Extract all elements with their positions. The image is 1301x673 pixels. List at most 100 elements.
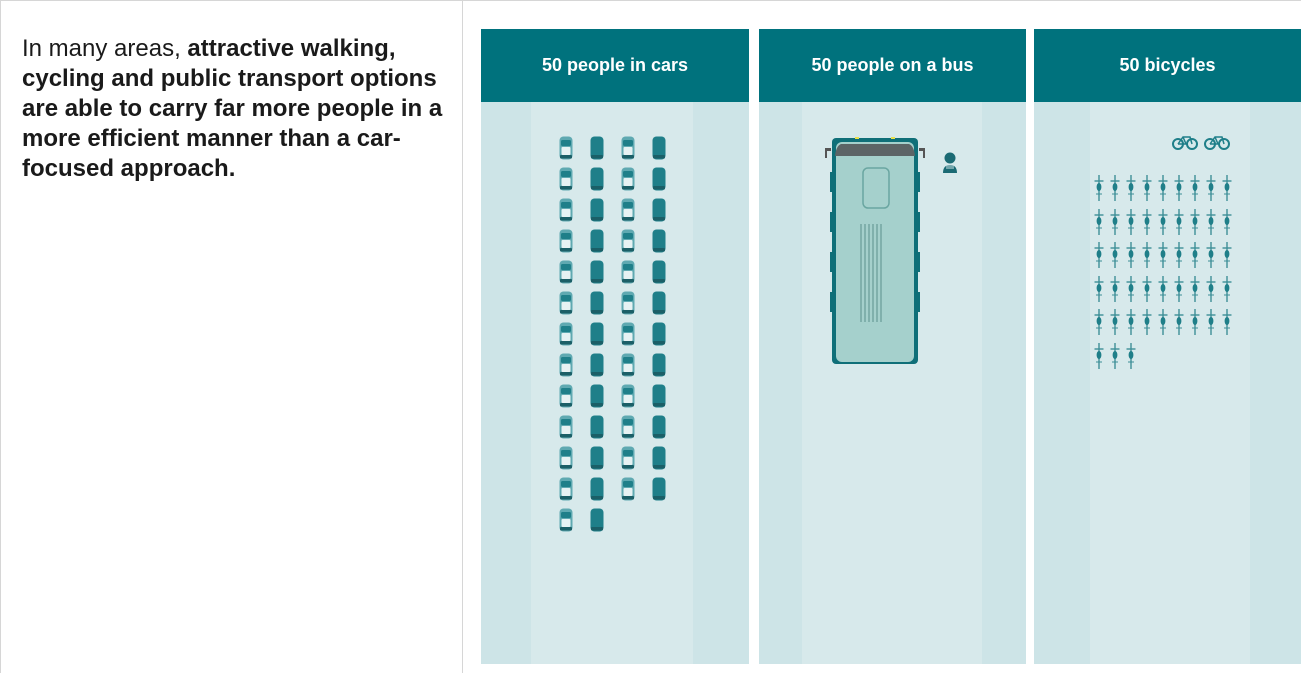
car-icon bbox=[652, 136, 666, 160]
car-icon bbox=[590, 415, 604, 439]
frame-left-border bbox=[0, 0, 1, 673]
car-icon bbox=[559, 136, 573, 160]
bicycle-top-icon bbox=[1190, 309, 1200, 336]
bicycle-top-icon bbox=[1206, 309, 1216, 336]
bicycle-top-icon bbox=[1206, 275, 1216, 302]
bicycle-top-icon bbox=[1222, 275, 1232, 302]
bicycle-side-icon bbox=[1172, 136, 1198, 150]
bicycle-top-icon bbox=[1222, 309, 1232, 336]
car-icon bbox=[621, 384, 635, 408]
bicycle-top-icon bbox=[1158, 275, 1168, 302]
bicycle-top-icon bbox=[1094, 342, 1104, 369]
panel-bus: 50 people on a bus bbox=[759, 29, 1026, 664]
panel-bike: 50 bicycles bbox=[1034, 29, 1301, 664]
car-icon bbox=[652, 446, 666, 470]
bicycle-top-icon bbox=[1158, 242, 1168, 269]
car-icon bbox=[652, 260, 666, 284]
car-icon bbox=[621, 477, 635, 501]
bicycle-top-icon bbox=[1206, 175, 1216, 201]
bicycle-top-icon bbox=[1142, 275, 1152, 302]
bicycle-side-icon bbox=[1204, 136, 1230, 150]
bicycle-top-icon bbox=[1110, 175, 1120, 201]
bicycle-top-icon bbox=[1206, 242, 1216, 269]
car-icon bbox=[621, 229, 635, 253]
description-intro: In many areas, bbox=[22, 35, 188, 62]
bicycle-top-icon bbox=[1206, 208, 1216, 235]
panel-title-bus: 50 people on a bus bbox=[759, 29, 1026, 102]
bicycle-top-icon bbox=[1110, 342, 1120, 369]
description-bold: attractive walking, cycling and public t… bbox=[22, 35, 443, 182]
bicycle-top-icon bbox=[1190, 275, 1200, 302]
panel-title-cars: 50 people in cars bbox=[481, 29, 749, 102]
car-icon bbox=[590, 291, 604, 315]
road-surface bbox=[531, 102, 693, 664]
person-icon bbox=[942, 151, 958, 180]
car-icon bbox=[559, 260, 573, 284]
bicycle-top-icon bbox=[1174, 175, 1184, 201]
bicycle-top-icon bbox=[1158, 175, 1168, 201]
car-icon bbox=[559, 229, 573, 253]
car-icon bbox=[559, 384, 573, 408]
car-icon bbox=[621, 446, 635, 470]
bicycle-top-icon bbox=[1174, 309, 1184, 336]
side-bicycles bbox=[1172, 134, 1230, 150]
car-icon bbox=[621, 136, 635, 160]
bicycle-top-icon bbox=[1110, 309, 1120, 336]
car-icon bbox=[559, 353, 573, 377]
car-icon bbox=[590, 229, 604, 253]
car-icon bbox=[621, 291, 635, 315]
car-icon bbox=[652, 291, 666, 315]
bicycle-top-icon bbox=[1094, 208, 1104, 235]
bicycle-top-icon bbox=[1126, 175, 1136, 201]
bicycle-top-icon bbox=[1142, 309, 1152, 336]
road-surface bbox=[1090, 102, 1250, 664]
bicycle-top-icon bbox=[1174, 208, 1184, 235]
car-icon bbox=[559, 198, 573, 222]
bicycle-top-icon bbox=[1126, 342, 1136, 369]
bicycle-top-icon bbox=[1158, 208, 1168, 235]
car-icon bbox=[559, 167, 573, 191]
car-icon bbox=[590, 446, 604, 470]
car-icon bbox=[621, 198, 635, 222]
car-icon bbox=[652, 353, 666, 377]
car-icon bbox=[590, 260, 604, 284]
panel-cars: 50 people in cars bbox=[481, 29, 749, 664]
car-icon bbox=[652, 229, 666, 253]
bicycle-top-icon bbox=[1126, 309, 1136, 336]
bicycle-top-icon bbox=[1142, 208, 1152, 235]
car-icon bbox=[559, 415, 573, 439]
car-icon bbox=[590, 198, 604, 222]
frame-top-border bbox=[0, 0, 1301, 1]
bicycle-top-icon bbox=[1142, 242, 1152, 269]
bicycle-top-icon bbox=[1158, 309, 1168, 336]
bicycle-top-icon bbox=[1094, 242, 1104, 269]
bicycle-top-icon bbox=[1190, 208, 1200, 235]
bicycle-top-icon bbox=[1110, 242, 1120, 269]
bicycle-top-icon bbox=[1222, 242, 1232, 269]
car-icon bbox=[559, 508, 573, 532]
car-icon bbox=[621, 415, 635, 439]
bicycle-top-icon bbox=[1222, 208, 1232, 235]
car-icon bbox=[652, 477, 666, 501]
bicycle-top-icon bbox=[1110, 275, 1120, 302]
bicycle-top-icon bbox=[1094, 309, 1104, 336]
car-icon bbox=[652, 167, 666, 191]
car-icon bbox=[590, 384, 604, 408]
description-text: In many areas, attractive walking, cycli… bbox=[22, 34, 452, 184]
bicycle-top-icon bbox=[1126, 275, 1136, 302]
car-icon bbox=[621, 260, 635, 284]
bicycle-top-icon bbox=[1094, 275, 1104, 302]
bicycle-top-icon bbox=[1126, 208, 1136, 235]
bicycle-top-icon bbox=[1094, 175, 1104, 201]
bicycle-top-icon bbox=[1222, 175, 1232, 201]
bus-icon bbox=[825, 132, 925, 369]
car-icon bbox=[652, 322, 666, 346]
car-icon bbox=[559, 291, 573, 315]
column-divider bbox=[462, 0, 463, 673]
bicycle-top-icon bbox=[1174, 275, 1184, 302]
car-icon bbox=[590, 508, 604, 532]
car-icon bbox=[559, 322, 573, 346]
bicycle-grid bbox=[1094, 174, 1232, 376]
bicycle-top-icon bbox=[1142, 175, 1152, 201]
bicycle-top-icon bbox=[1126, 242, 1136, 269]
